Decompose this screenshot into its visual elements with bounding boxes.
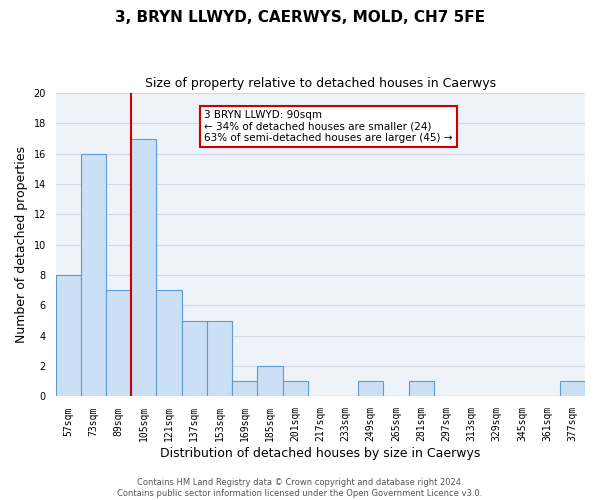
Bar xyxy=(131,138,157,396)
Bar xyxy=(157,290,182,397)
Bar xyxy=(207,320,232,396)
Bar xyxy=(560,382,585,396)
Bar xyxy=(81,154,106,396)
Bar xyxy=(409,382,434,396)
Text: 3, BRYN LLWYD, CAERWYS, MOLD, CH7 5FE: 3, BRYN LLWYD, CAERWYS, MOLD, CH7 5FE xyxy=(115,10,485,25)
Bar xyxy=(56,275,81,396)
Bar xyxy=(257,366,283,396)
Bar xyxy=(232,382,257,396)
Text: Contains HM Land Registry data © Crown copyright and database right 2024.
Contai: Contains HM Land Registry data © Crown c… xyxy=(118,478,482,498)
Y-axis label: Number of detached properties: Number of detached properties xyxy=(15,146,28,344)
Bar xyxy=(106,290,131,397)
Text: 3 BRYN LLWYD: 90sqm
← 34% of detached houses are smaller (24)
63% of semi-detach: 3 BRYN LLWYD: 90sqm ← 34% of detached ho… xyxy=(204,110,452,143)
Bar xyxy=(283,382,308,396)
X-axis label: Distribution of detached houses by size in Caerwys: Distribution of detached houses by size … xyxy=(160,447,481,460)
Bar xyxy=(182,320,207,396)
Title: Size of property relative to detached houses in Caerwys: Size of property relative to detached ho… xyxy=(145,78,496,90)
Bar xyxy=(358,382,383,396)
